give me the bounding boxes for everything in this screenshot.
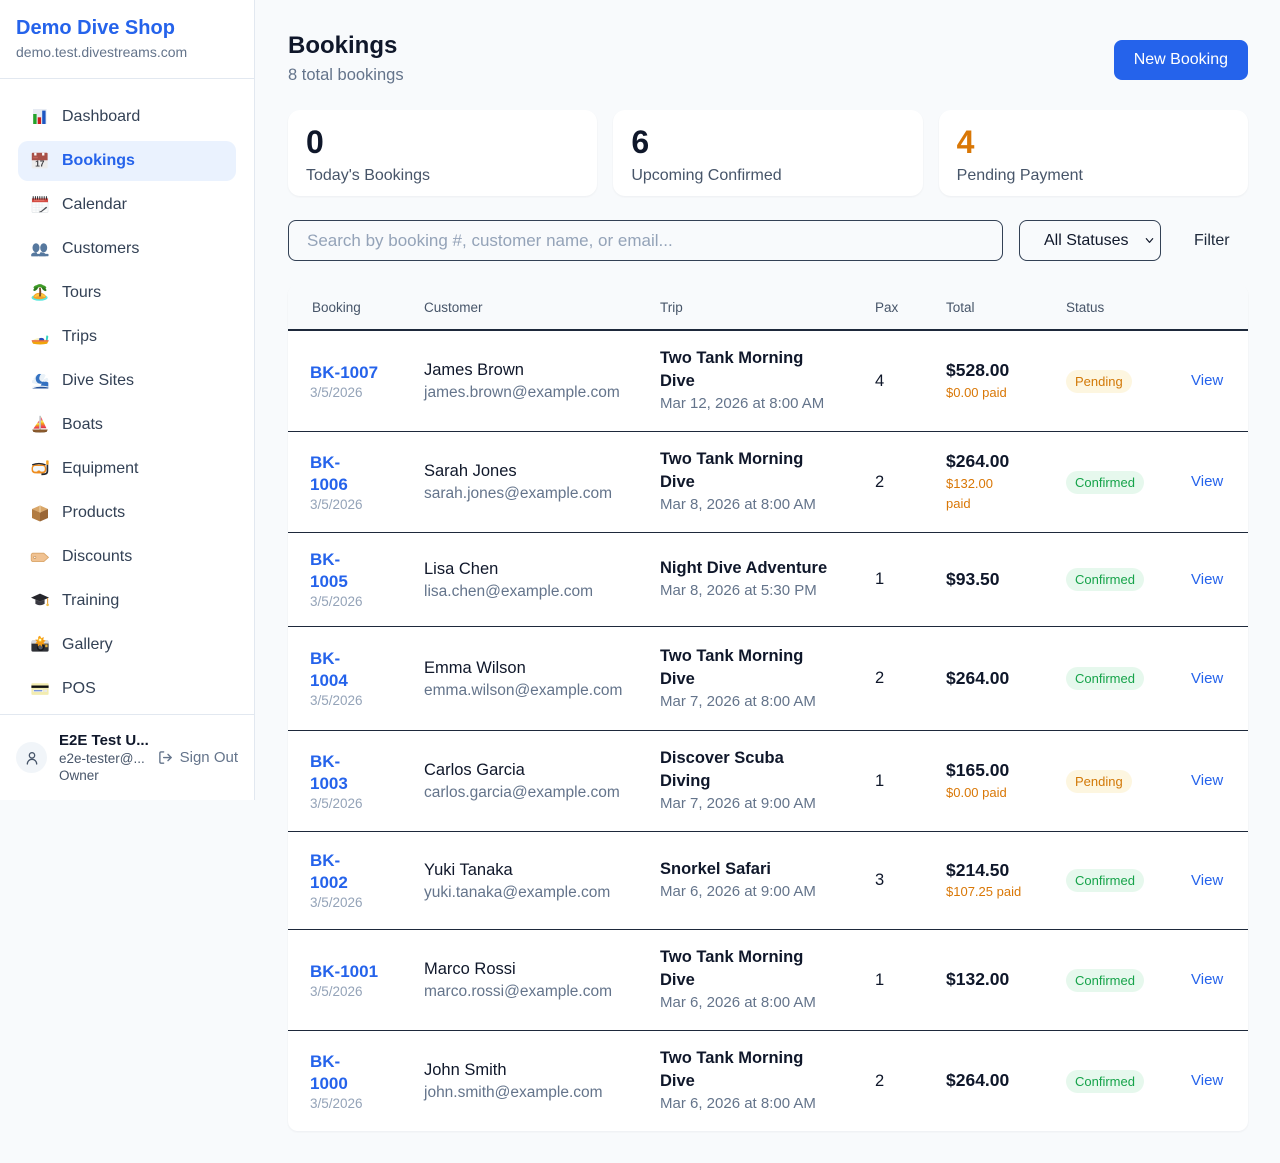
svg-text:17: 17 [35, 158, 45, 168]
